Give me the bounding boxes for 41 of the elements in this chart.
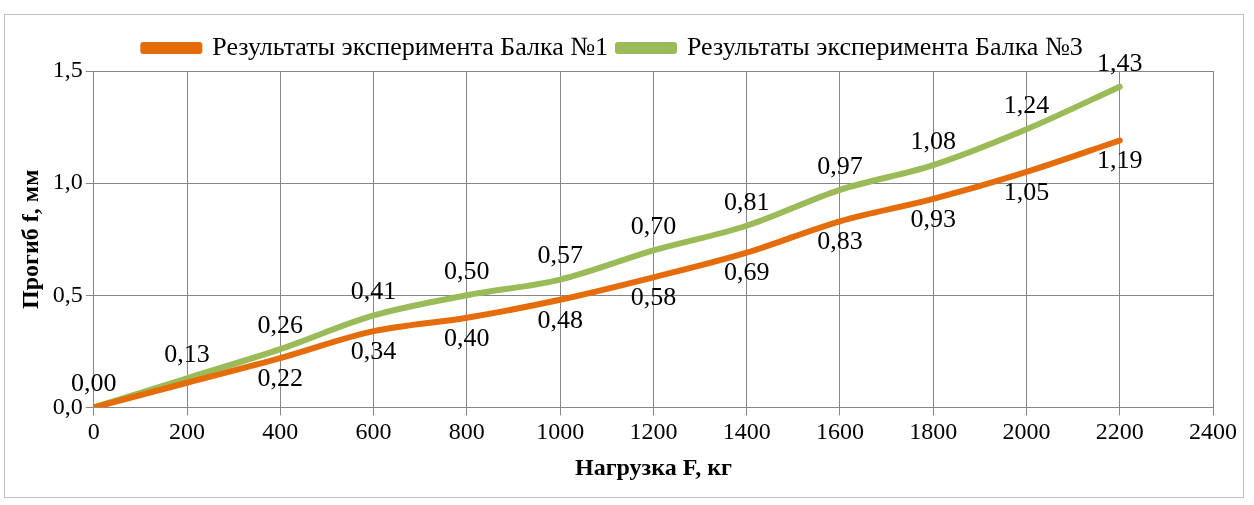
legend-label: Результаты эксперимента Балка №3 (687, 31, 1083, 61)
data-label: 0,41 (350, 276, 397, 306)
x-tick-label: 600 (355, 418, 392, 445)
data-label: 0,58 (630, 282, 677, 312)
data-label: 0,50 (444, 256, 490, 286)
data-label: 0,34 (350, 335, 397, 365)
x-tick-label: 1600 (815, 418, 864, 445)
y-axis-title: Прогиб f, мм (16, 169, 43, 309)
data-label: 0,70 (630, 211, 677, 241)
data-label: 0,13 (164, 339, 210, 369)
x-tick-label: 0 (87, 418, 100, 445)
x-tick-label: 1400 (722, 418, 771, 445)
data-label: 0,69 (723, 257, 770, 287)
data-label: 1,43 (1096, 47, 1143, 77)
y-tick-label: 1,0 (52, 168, 83, 195)
data-label: 1,08 (910, 126, 956, 156)
data-label: 0,22 (257, 362, 304, 392)
data-label: 0,57 (537, 240, 583, 270)
x-tick-label: 2400 (1189, 418, 1237, 445)
data-label: 0,83 (817, 226, 863, 256)
x-tick-label: 1000 (536, 418, 585, 445)
x-tick-label: 2200 (1095, 418, 1144, 445)
data-label: 0,40 (444, 322, 490, 352)
data-label: 0,48 (537, 304, 583, 334)
y-tick-label: 0,5 (52, 280, 83, 307)
y-tick-label: 1,5 (52, 56, 83, 83)
x-tick-label: 1800 (909, 418, 958, 445)
data-label: 1,05 (1003, 176, 1050, 206)
legend-label: Результаты эксперимента Балка №1 (212, 31, 609, 61)
x-tick-label: 2000 (1002, 418, 1051, 445)
x-tick-label: 400 (262, 418, 299, 445)
data-label: 0,26 (257, 309, 304, 339)
data-label: 0,97 (817, 150, 863, 180)
x-axis-title: Нагрузка F, кг (574, 453, 732, 480)
data-label: 1,24 (1003, 90, 1050, 120)
x-tick-label: 800 (448, 418, 485, 445)
data-label: 0,93 (910, 203, 956, 233)
data-label: 0,81 (723, 186, 770, 216)
x-tick-label: 1200 (629, 418, 678, 445)
x-tick-label: 200 (169, 418, 206, 445)
data-label: 1,19 (1096, 145, 1143, 175)
